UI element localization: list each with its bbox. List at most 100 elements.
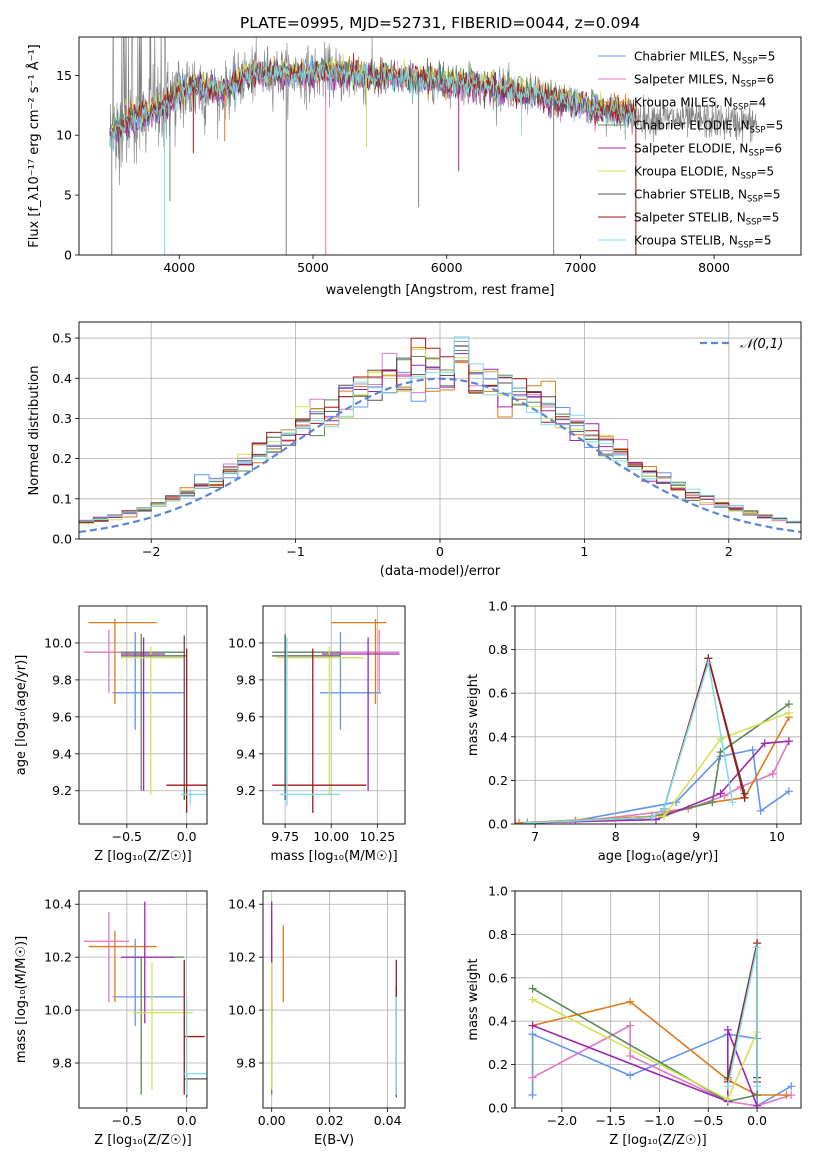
x-tick-label: 7000 xyxy=(564,260,596,275)
errorbar-point xyxy=(120,633,185,791)
weight-point-marker xyxy=(626,1021,635,1030)
weight-point-marker xyxy=(784,708,793,717)
y-tick-label: 10.0 xyxy=(228,635,256,650)
weight-point-marker xyxy=(748,745,757,754)
y-tick-label: 10.2 xyxy=(44,950,72,965)
mass_vs_ebv-plot-area xyxy=(263,891,405,1108)
weight-point-marker xyxy=(716,789,725,798)
y-tick-label: 0.4 xyxy=(52,371,72,386)
errorbar-point xyxy=(132,962,193,1090)
mass_vs_Z-plot-area xyxy=(79,891,207,1108)
y-tick-label: 0.6 xyxy=(488,686,508,701)
y-axis-label: mass weight xyxy=(466,674,481,756)
weight-series xyxy=(571,745,793,824)
mass_vs_ebv-panel: 0.00 0.02 0.04 9.8 10.0 10.2 10.4 E(B-V) xyxy=(228,890,406,1148)
y-tick-label: 9.2 xyxy=(236,783,256,798)
x-tick-label: 0 xyxy=(436,544,444,559)
x-axis-label: Z [log₁₀(Z/Z☉)] xyxy=(94,1133,191,1148)
x-tick-label: 10.25 xyxy=(359,829,395,844)
y-tick-label: 10.2 xyxy=(228,950,256,965)
y-axis-label: mass weight xyxy=(466,958,481,1040)
weight-point-marker xyxy=(723,1082,732,1091)
legend-label: Salpeter ELODIE, NSSP=6 xyxy=(634,142,782,159)
weight-point-marker xyxy=(740,793,749,802)
legend-label: Chabrier ELODIE, NSSP=5 xyxy=(634,119,783,136)
weight-series xyxy=(528,984,762,1106)
errorbar-point xyxy=(166,648,207,813)
weight-point-marker xyxy=(647,813,656,822)
weight-series-line xyxy=(527,712,790,824)
legend-label: Kroupa STELIB, NSSP=5 xyxy=(634,234,772,251)
weight-series xyxy=(723,943,762,1091)
y-tick-label: 0.0 xyxy=(52,532,72,547)
errorbar-point xyxy=(120,637,166,791)
x-axis-label: mass [log₁₀(M/M☉)] xyxy=(270,849,397,864)
weight-series-line xyxy=(532,987,758,1103)
y-tick-label: 0.5 xyxy=(52,331,72,346)
x-tick-label: 4000 xyxy=(163,260,195,275)
weight-point-marker xyxy=(728,798,737,807)
axes-frame xyxy=(262,605,406,825)
legend-label: Salpeter MILES, NSSP=6 xyxy=(634,73,774,90)
x-tick-label: 2 xyxy=(725,544,733,559)
axes-frame xyxy=(514,890,802,1109)
errorbar-point xyxy=(120,646,185,795)
x-tick-label: −0.5 xyxy=(112,1113,142,1128)
weight-point-marker xyxy=(528,1030,537,1039)
legend-label: Chabrier MILES, NSSP=5 xyxy=(634,50,775,67)
x-tick-label: −0.5 xyxy=(693,1113,723,1128)
residuals-plot-area xyxy=(79,322,801,539)
y-tick-label: 10.0 xyxy=(44,635,72,650)
residuals-panel: −2 −1 0 1 2 0.0 0.1 0.2 0.3 0.4 0.5 𝒩(0,1) (data-mod… xyxy=(27,321,802,579)
weight-point-marker xyxy=(753,1101,762,1108)
y-tick-label: 9.4 xyxy=(52,746,72,761)
axes-frame xyxy=(78,605,208,825)
x-axis-label: wavelength [Angstrom, rest frame] xyxy=(326,283,555,298)
weight-point-marker xyxy=(523,818,532,824)
x-tick-label: 8000 xyxy=(698,260,730,275)
legend-label: Chabrier STELIB, NSSP=5 xyxy=(634,188,781,205)
x-tick-label: 1 xyxy=(580,544,588,559)
errorbar-point xyxy=(275,646,365,795)
y-tick-label: 10 xyxy=(56,128,72,143)
y-tick-label: 9.8 xyxy=(236,1056,256,1071)
errorbar-point xyxy=(331,618,387,704)
observed-spectrum-line xyxy=(109,37,757,186)
errorbar-point xyxy=(88,618,157,704)
y-tick-label: 9.8 xyxy=(236,672,256,687)
weight-series-line xyxy=(527,740,789,824)
weight-series xyxy=(523,654,749,824)
weight-point-marker xyxy=(787,1082,796,1091)
weight-point-marker xyxy=(626,1071,635,1080)
x-tick-label: −0.5 xyxy=(112,829,142,844)
weight-point-marker xyxy=(660,812,669,821)
y-tick-label: 9.2 xyxy=(52,783,72,798)
weight-point-marker xyxy=(626,997,635,1006)
axes-frame xyxy=(78,36,802,256)
x-tick-label: −1 xyxy=(286,544,304,559)
x-tick-label: 0.0 xyxy=(747,1113,767,1128)
weight-point-marker xyxy=(704,658,713,667)
y-tick-label: 0.4 xyxy=(488,729,508,744)
x-axis-label: Z [log₁₀(Z/Z☉)] xyxy=(609,1133,706,1148)
weight_vs_age-plot-area xyxy=(515,606,801,824)
x-tick-label: −2 xyxy=(142,544,160,559)
weight-point-marker xyxy=(723,1025,732,1034)
weight_vs_Z-plot-area xyxy=(515,891,801,1108)
y-tick-label: 5 xyxy=(64,188,72,203)
weight-point-marker xyxy=(753,943,762,952)
spectrum-plot-area xyxy=(109,37,757,255)
y-tick-label: 0.2 xyxy=(488,1057,508,1072)
weight-point-marker xyxy=(528,1021,537,1030)
y-tick-label: 9.6 xyxy=(236,709,256,724)
y-tick-label: 9.8 xyxy=(52,1056,72,1071)
legend-label: Kroupa MILES, NSSP=4 xyxy=(634,96,766,113)
errorbar-point xyxy=(120,635,187,800)
x-tick-label: 0.0 xyxy=(177,1113,197,1128)
errorbar-point xyxy=(83,912,130,1003)
y-tick-label: 0.6 xyxy=(488,970,508,985)
y-tick-label: 0.2 xyxy=(52,451,72,466)
mass_vs_Z-panel: −0.5 0.0 9.8 10.0 10.2 10.4 Z [log₁₀(Z/Z☉)] mas… xyxy=(14,890,208,1148)
x-tick-label: 0.00 xyxy=(258,1113,286,1128)
weight-point-marker xyxy=(720,791,729,800)
